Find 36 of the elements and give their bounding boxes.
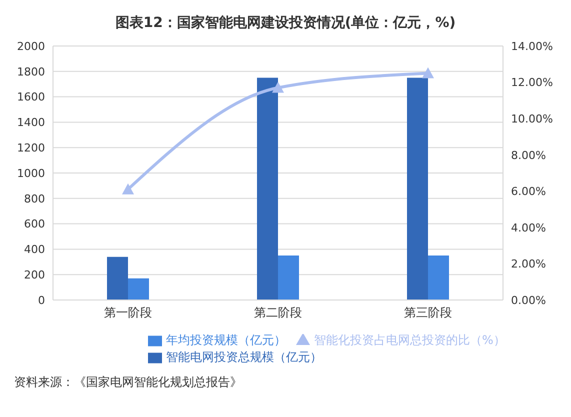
bar <box>278 256 299 300</box>
y-tick-label: 200 <box>24 268 45 282</box>
bar <box>128 278 149 300</box>
bar <box>107 256 128 300</box>
legend-label: 年均投资规模（亿元） <box>166 333 286 347</box>
y-tick-label: 400 <box>24 243 45 256</box>
y-tick-label: 1400 <box>17 116 45 130</box>
y2-tick-label: 6.00% <box>511 185 546 198</box>
chart-title: 图表12：国家智能电网建设投资情况(单位：亿元，%) <box>114 14 457 33</box>
bar <box>257 78 278 300</box>
y-tick-label: 1800 <box>17 65 45 78</box>
legend-label: 智能化投资占电网总投资的比（%） <box>314 333 506 347</box>
point <box>272 82 284 93</box>
y2-tick-label: 10.00% <box>511 112 553 126</box>
y2-tick-label: 2.00% <box>511 258 546 271</box>
y2-tick-label: 4.00% <box>511 221 546 234</box>
x-tick-label: 第二阶段 <box>254 306 302 320</box>
bar <box>428 256 449 300</box>
x-tick-label: 第一阶段 <box>104 306 152 320</box>
y-tick-label: 0 <box>38 294 45 307</box>
text: 资料来源：《国家电网智能化规划总报告》 <box>14 374 243 391</box>
point <box>122 183 134 194</box>
legend-label: 智能电网投资总规模（亿元） <box>166 350 322 364</box>
y-tick-label: 1200 <box>17 142 45 155</box>
y2-tick-label: 12.00% <box>511 76 553 90</box>
y-tick-label: 1000 <box>17 166 45 180</box>
y-tick-label: 600 <box>24 218 45 231</box>
point <box>422 67 434 78</box>
y-tick-label: 800 <box>24 192 45 206</box>
x-tick-label: 第三阶段 <box>404 306 452 320</box>
y-tick-label: 2000 <box>17 40 45 53</box>
y-tick-label: 1600 <box>17 90 45 104</box>
bar <box>407 78 428 300</box>
y2-tick-label: 14.00% <box>511 40 553 53</box>
y2-tick-label: 0.00% <box>511 294 546 307</box>
y2-tick-label: 8.00% <box>511 148 546 162</box>
